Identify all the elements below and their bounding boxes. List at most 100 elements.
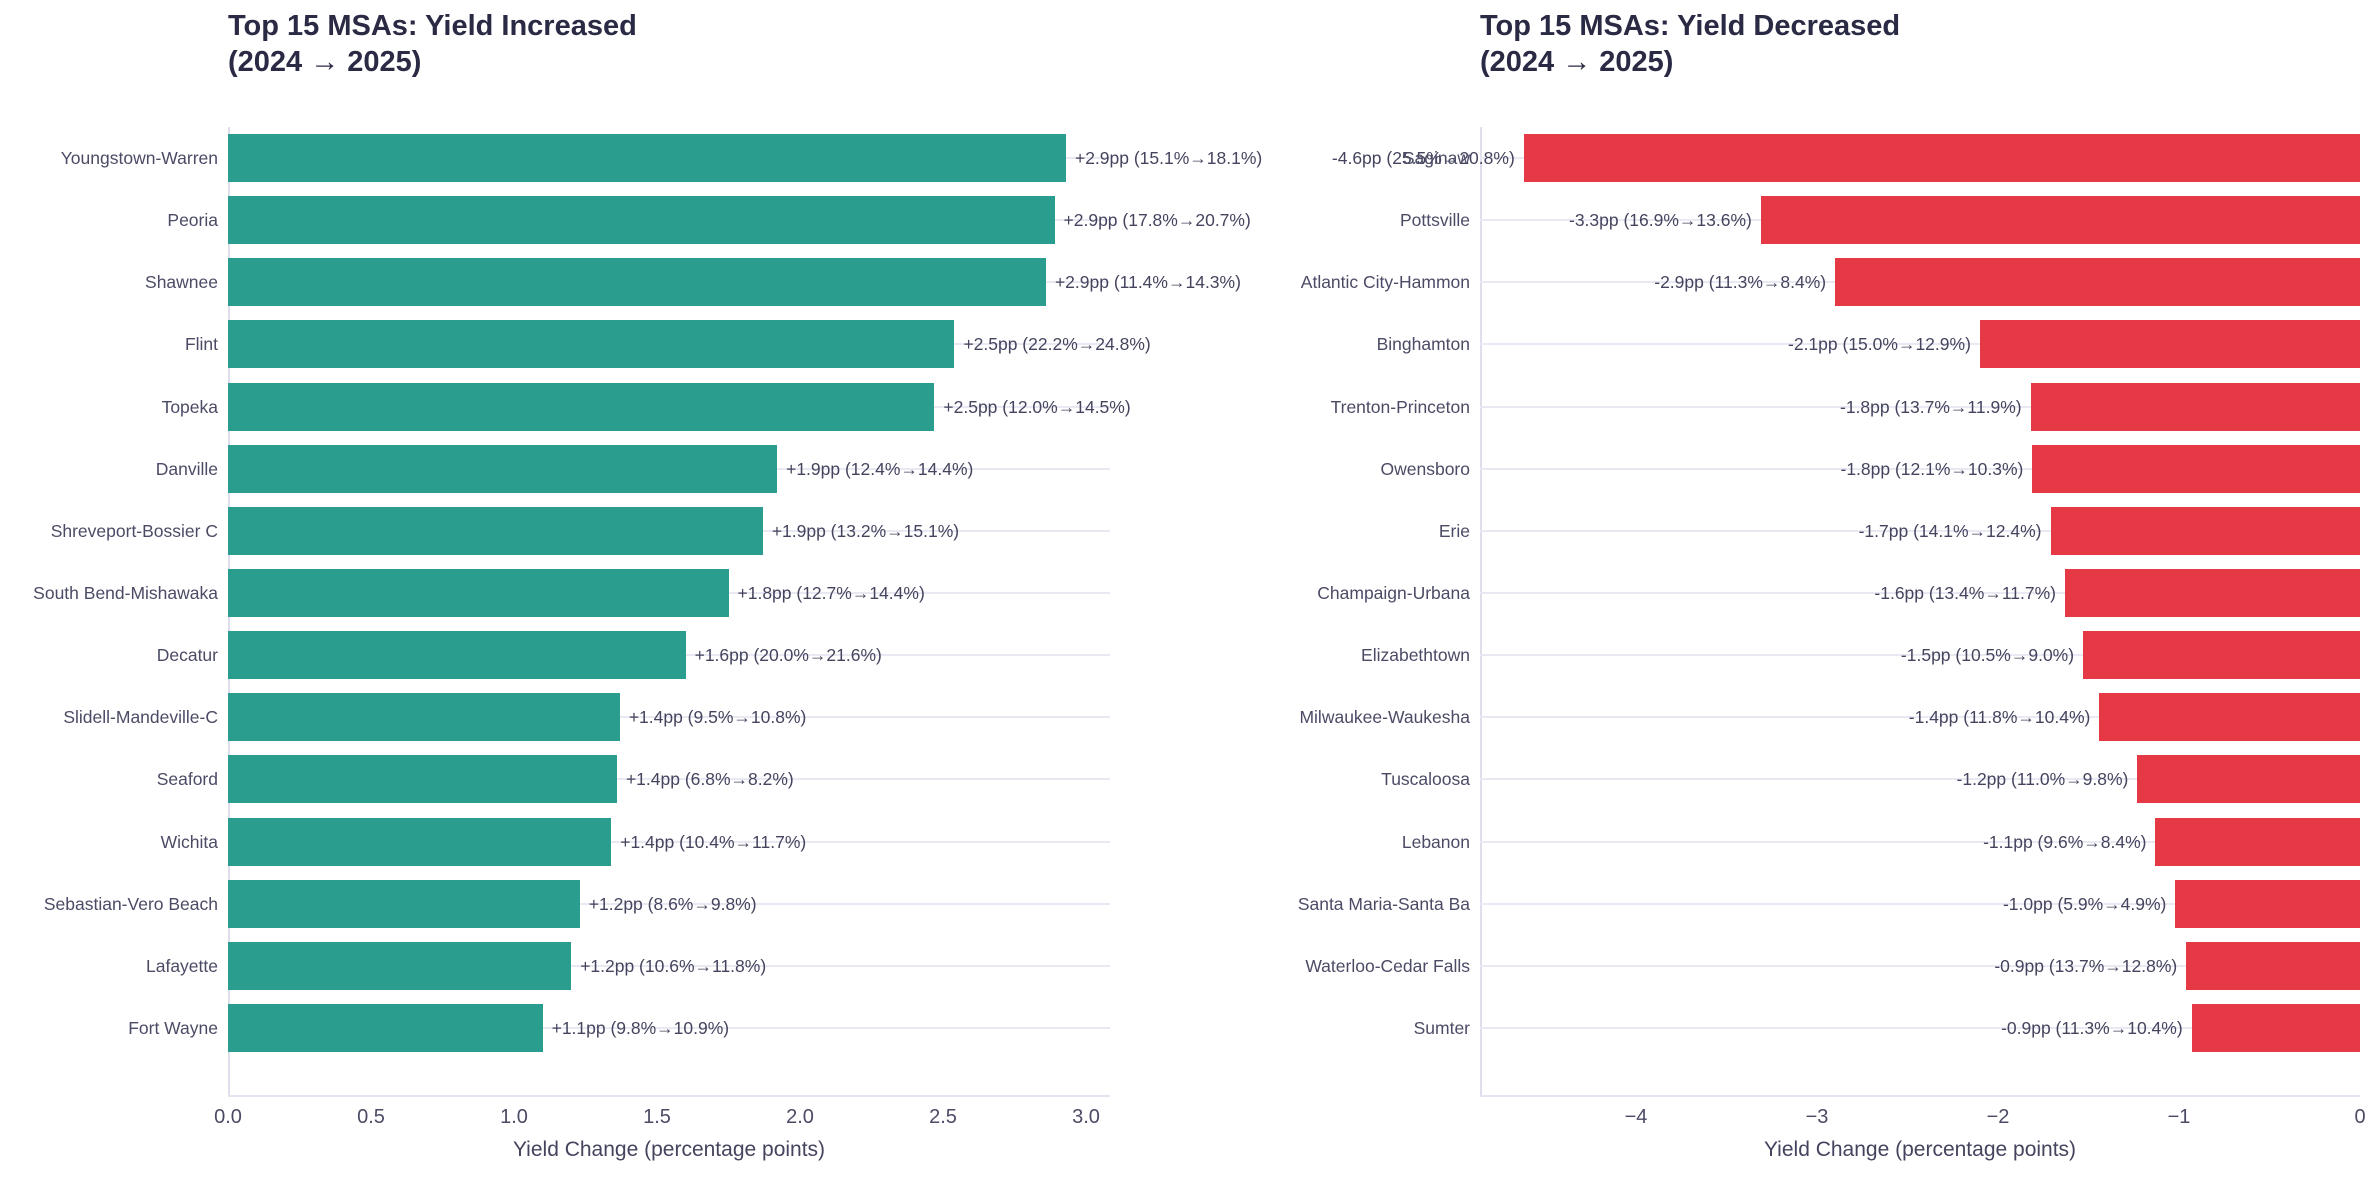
value-annotation: -3.3pp (16.9%→13.6%) [1569, 210, 1752, 231]
gridline [228, 1026, 1110, 1029]
category-label: Tuscaloosa [1381, 769, 1470, 790]
x-axis-title: Yield Change (percentage points) [512, 1138, 826, 1161]
bar-binghamton [1979, 320, 2360, 369]
category-label: Sumter [1413, 1017, 1470, 1038]
gridline [1480, 467, 2360, 470]
category-label: Owensboro [1380, 458, 1471, 479]
bar-erie [2050, 506, 2360, 555]
chart-title-line1: Top 15 MSAs: Yield Increased [228, 10, 637, 42]
bar-topeka [228, 382, 935, 431]
category-label: Danville [155, 458, 218, 479]
x-tick-label: −2 [1986, 1106, 2010, 1128]
category-label: Peoria [167, 210, 218, 231]
category-label: Saginaw [1402, 148, 1470, 168]
category-label: Shawnee [145, 272, 218, 293]
gridline [1480, 529, 2360, 532]
y-axis-line [1480, 127, 1482, 1097]
value-annotation: +2.5pp (12.0%→14.5%) [943, 396, 1131, 417]
bar-santa-maria-santa-ba [2175, 879, 2360, 928]
x-tick-label: 1.5 [643, 1106, 671, 1128]
bar-slidell-mandeville-c [228, 693, 620, 742]
value-annotation: +2.9pp (11.4%→14.3%) [1054, 272, 1241, 293]
bar-wichita [228, 817, 612, 866]
bar-flint [228, 320, 955, 369]
chart-title-line1: Top 15 MSAs: Yield Decreased [1480, 10, 1901, 42]
bar-waterloo-cedar-falls [2186, 941, 2360, 990]
category-label: Lebanon [1401, 831, 1470, 852]
value-annotation: +1.6pp (20.0%→21.6%) [694, 645, 882, 666]
value-annotation: +1.9pp (12.4%→14.4%) [786, 458, 974, 479]
bar-pottsville [1760, 196, 2360, 245]
category-label: Binghamton [1376, 334, 1470, 355]
bar-youngstown-warren [228, 134, 1066, 182]
value-annotation: -1.6pp (13.4%→11.7%) [1874, 582, 2056, 603]
category-label: Wichita [160, 831, 218, 852]
value-annotation: +1.2pp (8.6%→9.8%) [588, 893, 757, 914]
bar-atlantic-city-hammon [1835, 258, 2360, 307]
category-label: Trenton-Princeton [1330, 396, 1470, 417]
x-axis-line [1480, 1095, 2360, 1097]
value-annotation: +1.1pp (9.8%→10.9%) [551, 1017, 730, 1038]
bar-seaford [228, 755, 617, 804]
bar-saginaw [1523, 134, 2360, 182]
value-annotation: -1.8pp (13.7%→11.9%) [1840, 396, 2022, 417]
bar-shreveport-bossier-c [228, 506, 763, 555]
gridline [1480, 343, 2360, 346]
value-annotation: -4.6pp (25.5%→20.8%) [1331, 148, 1515, 168]
value-annotation: -0.9pp (11.3%→10.4%) [2001, 1017, 2183, 1038]
chart-title-line2: (2024 → 2025) [228, 46, 422, 78]
value-annotation: +1.4pp (9.5%→10.8%) [628, 707, 807, 728]
bar-danville [228, 444, 778, 493]
gridline [1480, 1026, 2360, 1029]
value-annotation: +2.9pp (15.1%→18.1%) [1074, 148, 1263, 168]
category-label: Elizabethtown [1361, 645, 1470, 666]
value-annotation: -1.4pp (11.8%→10.4%) [1908, 707, 2091, 728]
category-label: Pottsville [1399, 210, 1470, 231]
bar-owensboro [2032, 444, 2360, 493]
chart-title-line2: (2024 → 2025) [1480, 46, 1674, 78]
bar-sumter [2191, 1003, 2360, 1052]
value-annotation: -2.1pp (15.0%→12.9%) [1788, 334, 1971, 355]
x-tick-label: 2.0 [786, 1106, 814, 1128]
x-tick-label: 0.5 [357, 1106, 385, 1128]
x-tick-label: −1 [2167, 1106, 2191, 1128]
category-label: Topeka [161, 396, 218, 417]
gridline [1480, 902, 2360, 905]
category-label: Champaign-Urbana [1317, 582, 1470, 603]
bar-elizabethtown [2083, 631, 2360, 680]
value-annotation: +2.5pp (22.2%→24.8%) [963, 334, 1151, 355]
bar-champaign-urbana [2064, 568, 2360, 617]
gridline [1480, 716, 2360, 719]
value-annotation: -1.0pp (5.9%→4.9%) [2002, 893, 2167, 914]
plot-area-decreased: -4.6pp (25.5%→20.8%) -3.3pp (16.9%→13.6%)… [1332, 127, 2360, 1097]
category-label: Erie [1438, 520, 1470, 541]
category-label: Santa Maria-Santa Ba [1297, 893, 1470, 914]
chart-title-decreased: Top 15 MSAs: Yield Decreased (2024 → 202… [1480, 8, 1900, 80]
x-tick-label: 3.0 [1072, 1106, 1100, 1128]
gridline [228, 964, 1110, 967]
category-label: Flint [184, 334, 218, 355]
category-label: Fort Wayne [128, 1017, 218, 1038]
value-annotation: -1.1pp (9.6%→8.4%) [1983, 831, 2147, 852]
bar-fort-wayne [228, 1003, 543, 1052]
gridline [228, 716, 1110, 719]
bar-decatur [228, 631, 686, 680]
bar-peoria [228, 196, 1055, 245]
category-label: South Bend-Mishawaka [33, 582, 218, 603]
gridline [1480, 654, 2360, 657]
bar-trenton-princeton [2030, 382, 2360, 431]
chart-title-increased: Top 15 MSAs: Yield Increased (2024 → 202… [228, 8, 637, 80]
gridline [228, 778, 1110, 781]
gridline [1480, 964, 2360, 967]
value-annotation: +1.4pp (6.8%→8.2%) [625, 769, 794, 790]
category-label: Youngstown-Warren [60, 148, 218, 168]
category-label: Atlantic City-Hammon [1300, 272, 1470, 293]
category-label: Decatur [156, 645, 218, 666]
bar-lebanon [2155, 817, 2360, 866]
category-label: Sebastian-Vero Beach [43, 893, 218, 914]
category-label: Waterloo-Cedar Falls [1305, 955, 1470, 976]
category-label: Slidell-Mandeville-C [63, 707, 218, 728]
value-annotation: +1.9pp (13.2%→15.1%) [771, 520, 960, 541]
